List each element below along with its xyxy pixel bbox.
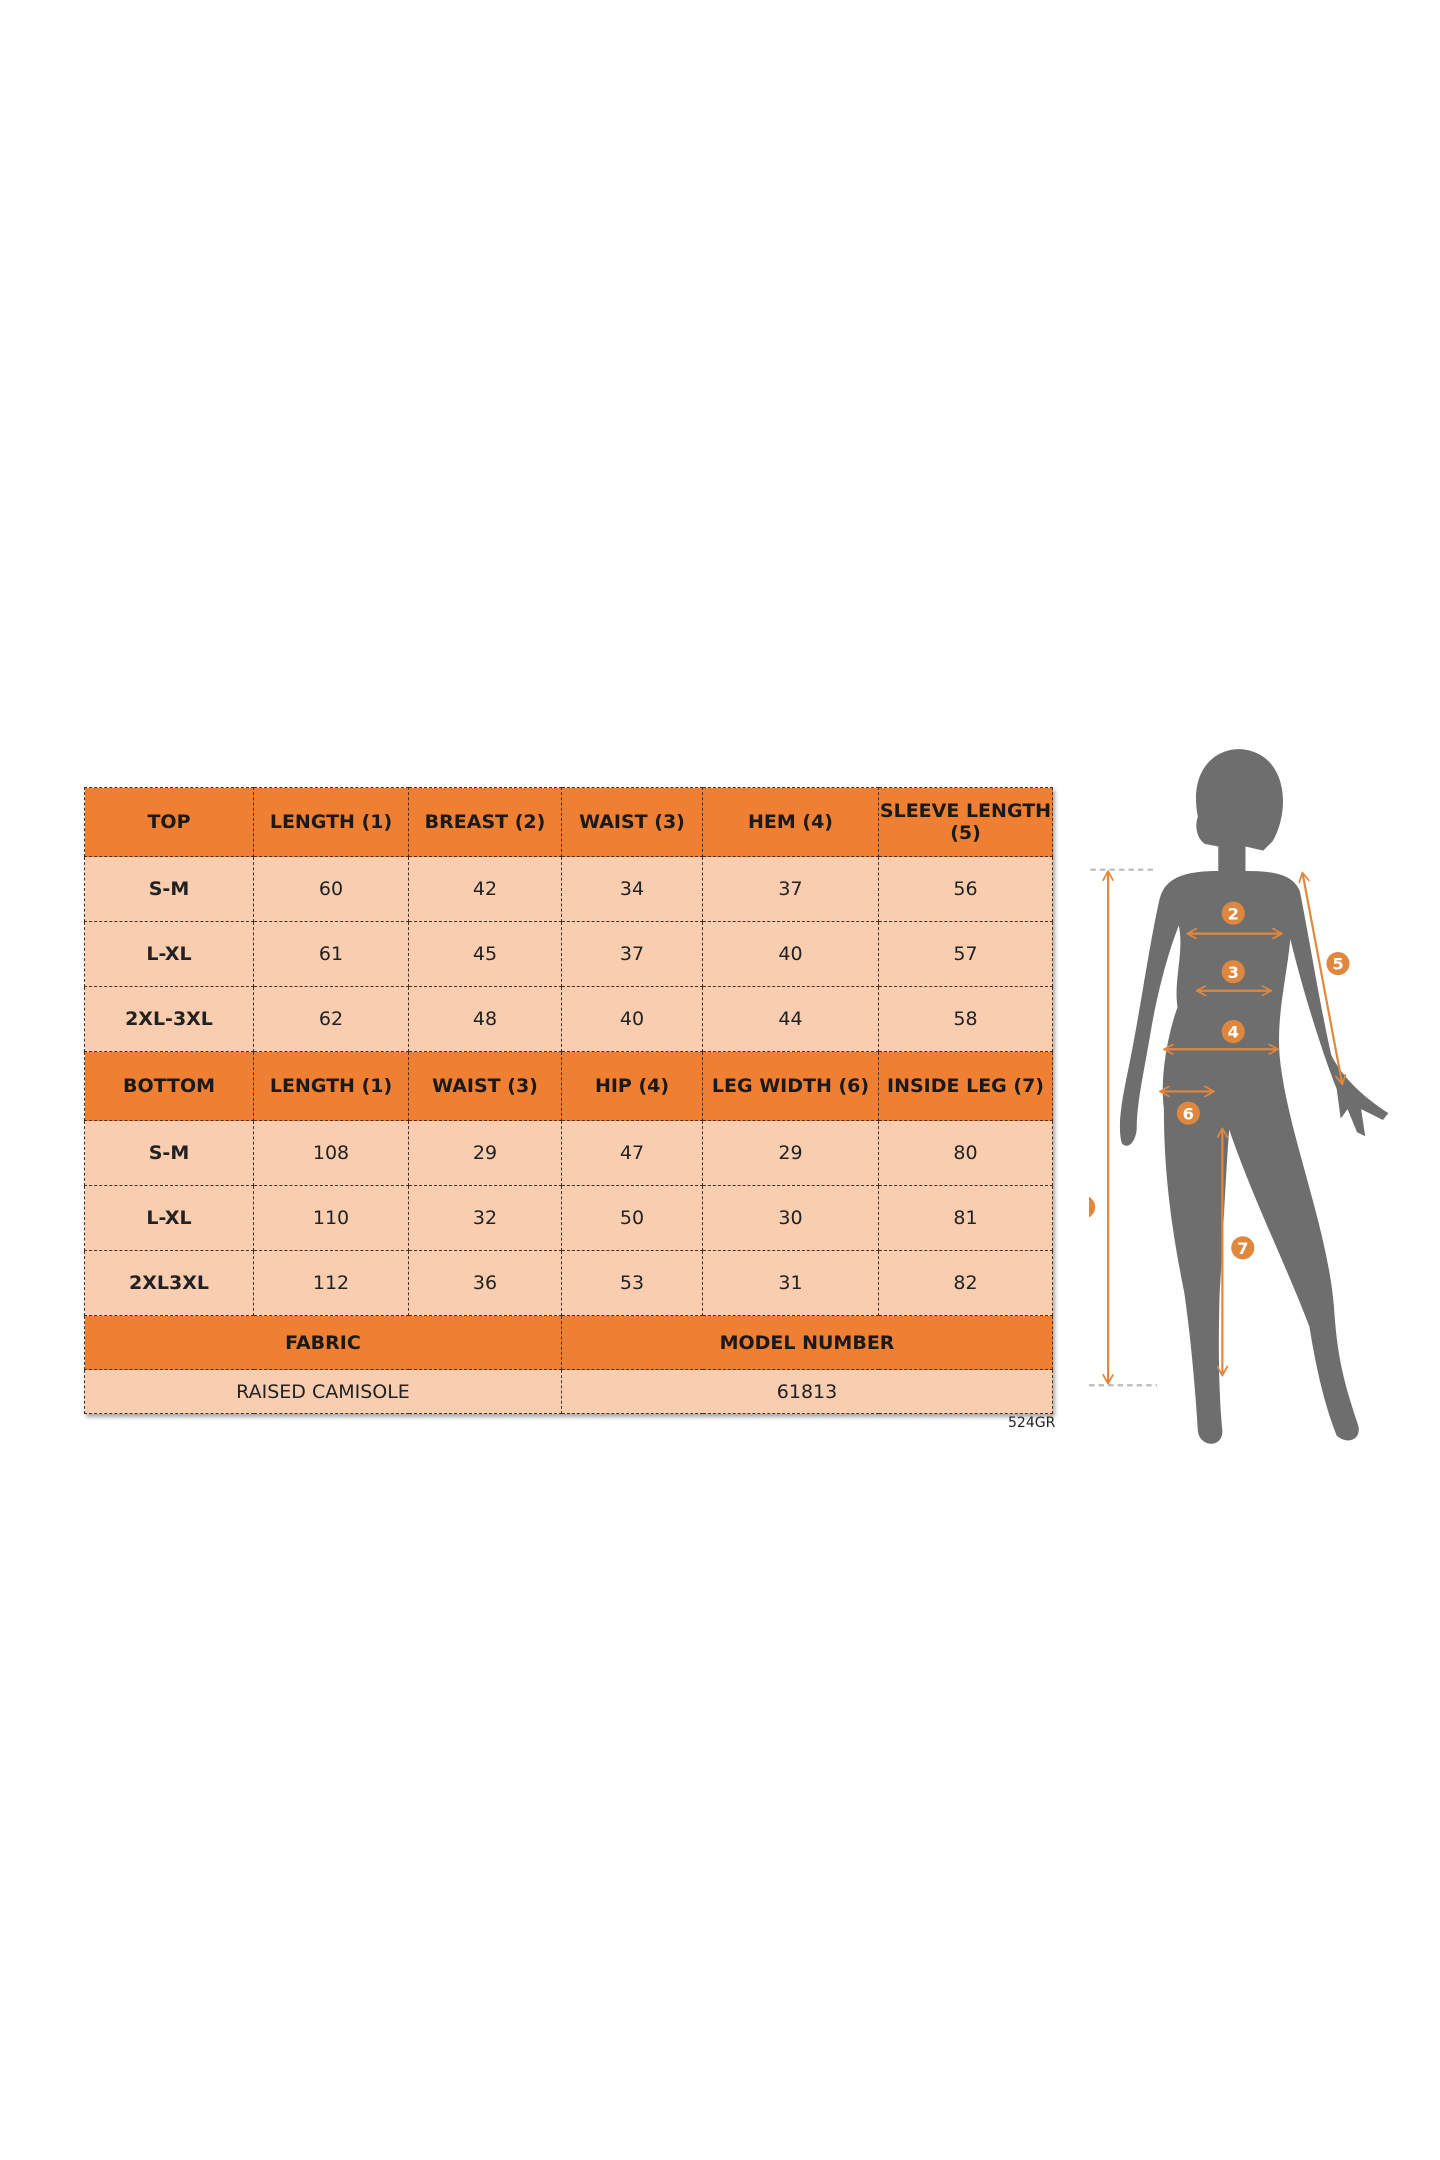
marker-2: 2 [1221, 901, 1245, 925]
measurement-cell: 112 [253, 1250, 409, 1316]
column-header: TOP [84, 787, 254, 857]
size-label: 2XL3XL [84, 1250, 254, 1316]
marker-label: 7 [1237, 1239, 1248, 1258]
fabric-label: FABRIC [84, 1315, 562, 1370]
model-number-value: 61813 [561, 1369, 1053, 1414]
column-header: LENGTH (1) [253, 1051, 409, 1121]
marker-1: 1 [1089, 1196, 1096, 1218]
table-row: S-M 60 42 34 37 56 [84, 856, 1053, 922]
marker-4: 4 [1221, 1019, 1245, 1044]
measurement-cell: 81 [878, 1185, 1053, 1251]
measurement-cell: 110 [253, 1185, 409, 1251]
measurement-cell: 61 [253, 921, 409, 987]
measurement-cell: 80 [878, 1120, 1053, 1186]
marker-label: 2 [1228, 904, 1239, 923]
table-row: 2XL3XL 112 36 53 31 82 [84, 1250, 1053, 1316]
marker-label: 5 [1332, 955, 1343, 974]
column-header: SLEEVE LENGTH (5) [878, 787, 1053, 857]
size-label: S-M [84, 1120, 254, 1186]
measurement-cell: 57 [878, 921, 1053, 987]
measurement-cell: 60 [253, 856, 409, 922]
size-label: L-XL [84, 1185, 254, 1251]
measurement-cell: 31 [702, 1250, 879, 1316]
column-header: HEM (4) [702, 787, 879, 857]
measurement-cell: 56 [878, 856, 1053, 922]
header-row: FABRIC MODEL NUMBER [84, 1315, 1053, 1370]
table-row: S-M 108 29 47 29 80 [84, 1120, 1053, 1186]
measurement-cell: 29 [408, 1120, 562, 1186]
measurement-cell: 34 [561, 856, 703, 922]
measurement-cell: 42 [408, 856, 562, 922]
column-header: LENGTH (1) [253, 787, 409, 857]
column-header: HIP (4) [561, 1051, 703, 1121]
measurement-cell: 36 [408, 1250, 562, 1316]
size-label: S-M [84, 856, 254, 922]
measurement-cell: 40 [561, 986, 703, 1052]
table-row: 2XL-3XL 62 48 40 44 58 [84, 986, 1053, 1052]
measurement-cell: 58 [878, 986, 1053, 1052]
size-label: L-XL [84, 921, 254, 987]
measurement-cell: 62 [253, 986, 409, 1052]
column-header: WAIST (3) [408, 1051, 562, 1121]
measurement-cell: 50 [561, 1185, 703, 1251]
model-number-label: MODEL NUMBER [561, 1315, 1053, 1370]
measurement-cell: 29 [702, 1120, 879, 1186]
body-measurement-figure: 1 2 3 4 5 6 7 [1089, 749, 1389, 1444]
measurement-cell: 53 [561, 1250, 703, 1316]
measurement-cell: 30 [702, 1185, 879, 1251]
marker-label: 3 [1228, 963, 1239, 982]
column-header: BOTTOM [84, 1051, 254, 1121]
measurement-cell: 82 [878, 1250, 1053, 1316]
product-code: 524GR [1008, 1415, 1056, 1431]
size-chart-table: TOP LENGTH (1) BREAST (2) WAIST (3) HEM (4) S… [84, 787, 1053, 1414]
header-row: BOTTOM LENGTH (1) WAIST (3) HIP (4) LEG WIDT… [84, 1051, 1053, 1121]
measurement-cell: 32 [408, 1185, 562, 1251]
column-header: INSIDE LEG (7) [878, 1051, 1053, 1121]
column-header: WAIST (3) [561, 787, 703, 857]
measurement-cell: 44 [702, 986, 879, 1052]
marker-5: 5 [1326, 951, 1350, 976]
measurement-cell: 47 [561, 1120, 703, 1186]
measurement-cell: 45 [408, 921, 562, 987]
measurement-cell: 40 [702, 921, 879, 987]
measurement-cell: 108 [253, 1120, 409, 1186]
column-header: LEG WIDTH (6) [702, 1051, 879, 1121]
column-header: BREAST (2) [408, 787, 562, 857]
marker-label: 6 [1183, 1104, 1194, 1123]
measurement-cell: 37 [702, 856, 879, 922]
table-row: L-XL 110 32 50 30 81 [84, 1185, 1053, 1251]
fabric-value: RAISED CAMISOLE [84, 1369, 562, 1414]
silhouette [1119, 749, 1389, 1444]
header-row: TOP LENGTH (1) BREAST (2) WAIST (3) HEM (4) S… [84, 787, 1053, 857]
measurement-guides [1089, 868, 1342, 1387]
marker-label: 4 [1228, 1023, 1239, 1042]
marker-7: 7 [1231, 1236, 1255, 1260]
marker-3: 3 [1221, 960, 1245, 984]
size-label: 2XL-3XL [84, 986, 254, 1052]
table-row: RAISED CAMISOLE 61813 [84, 1369, 1053, 1414]
measurement-cell: 37 [561, 921, 703, 987]
marker-6: 6 [1176, 1101, 1200, 1125]
table-row: L-XL 61 45 37 40 57 [84, 921, 1053, 987]
measurement-cell: 48 [408, 986, 562, 1052]
